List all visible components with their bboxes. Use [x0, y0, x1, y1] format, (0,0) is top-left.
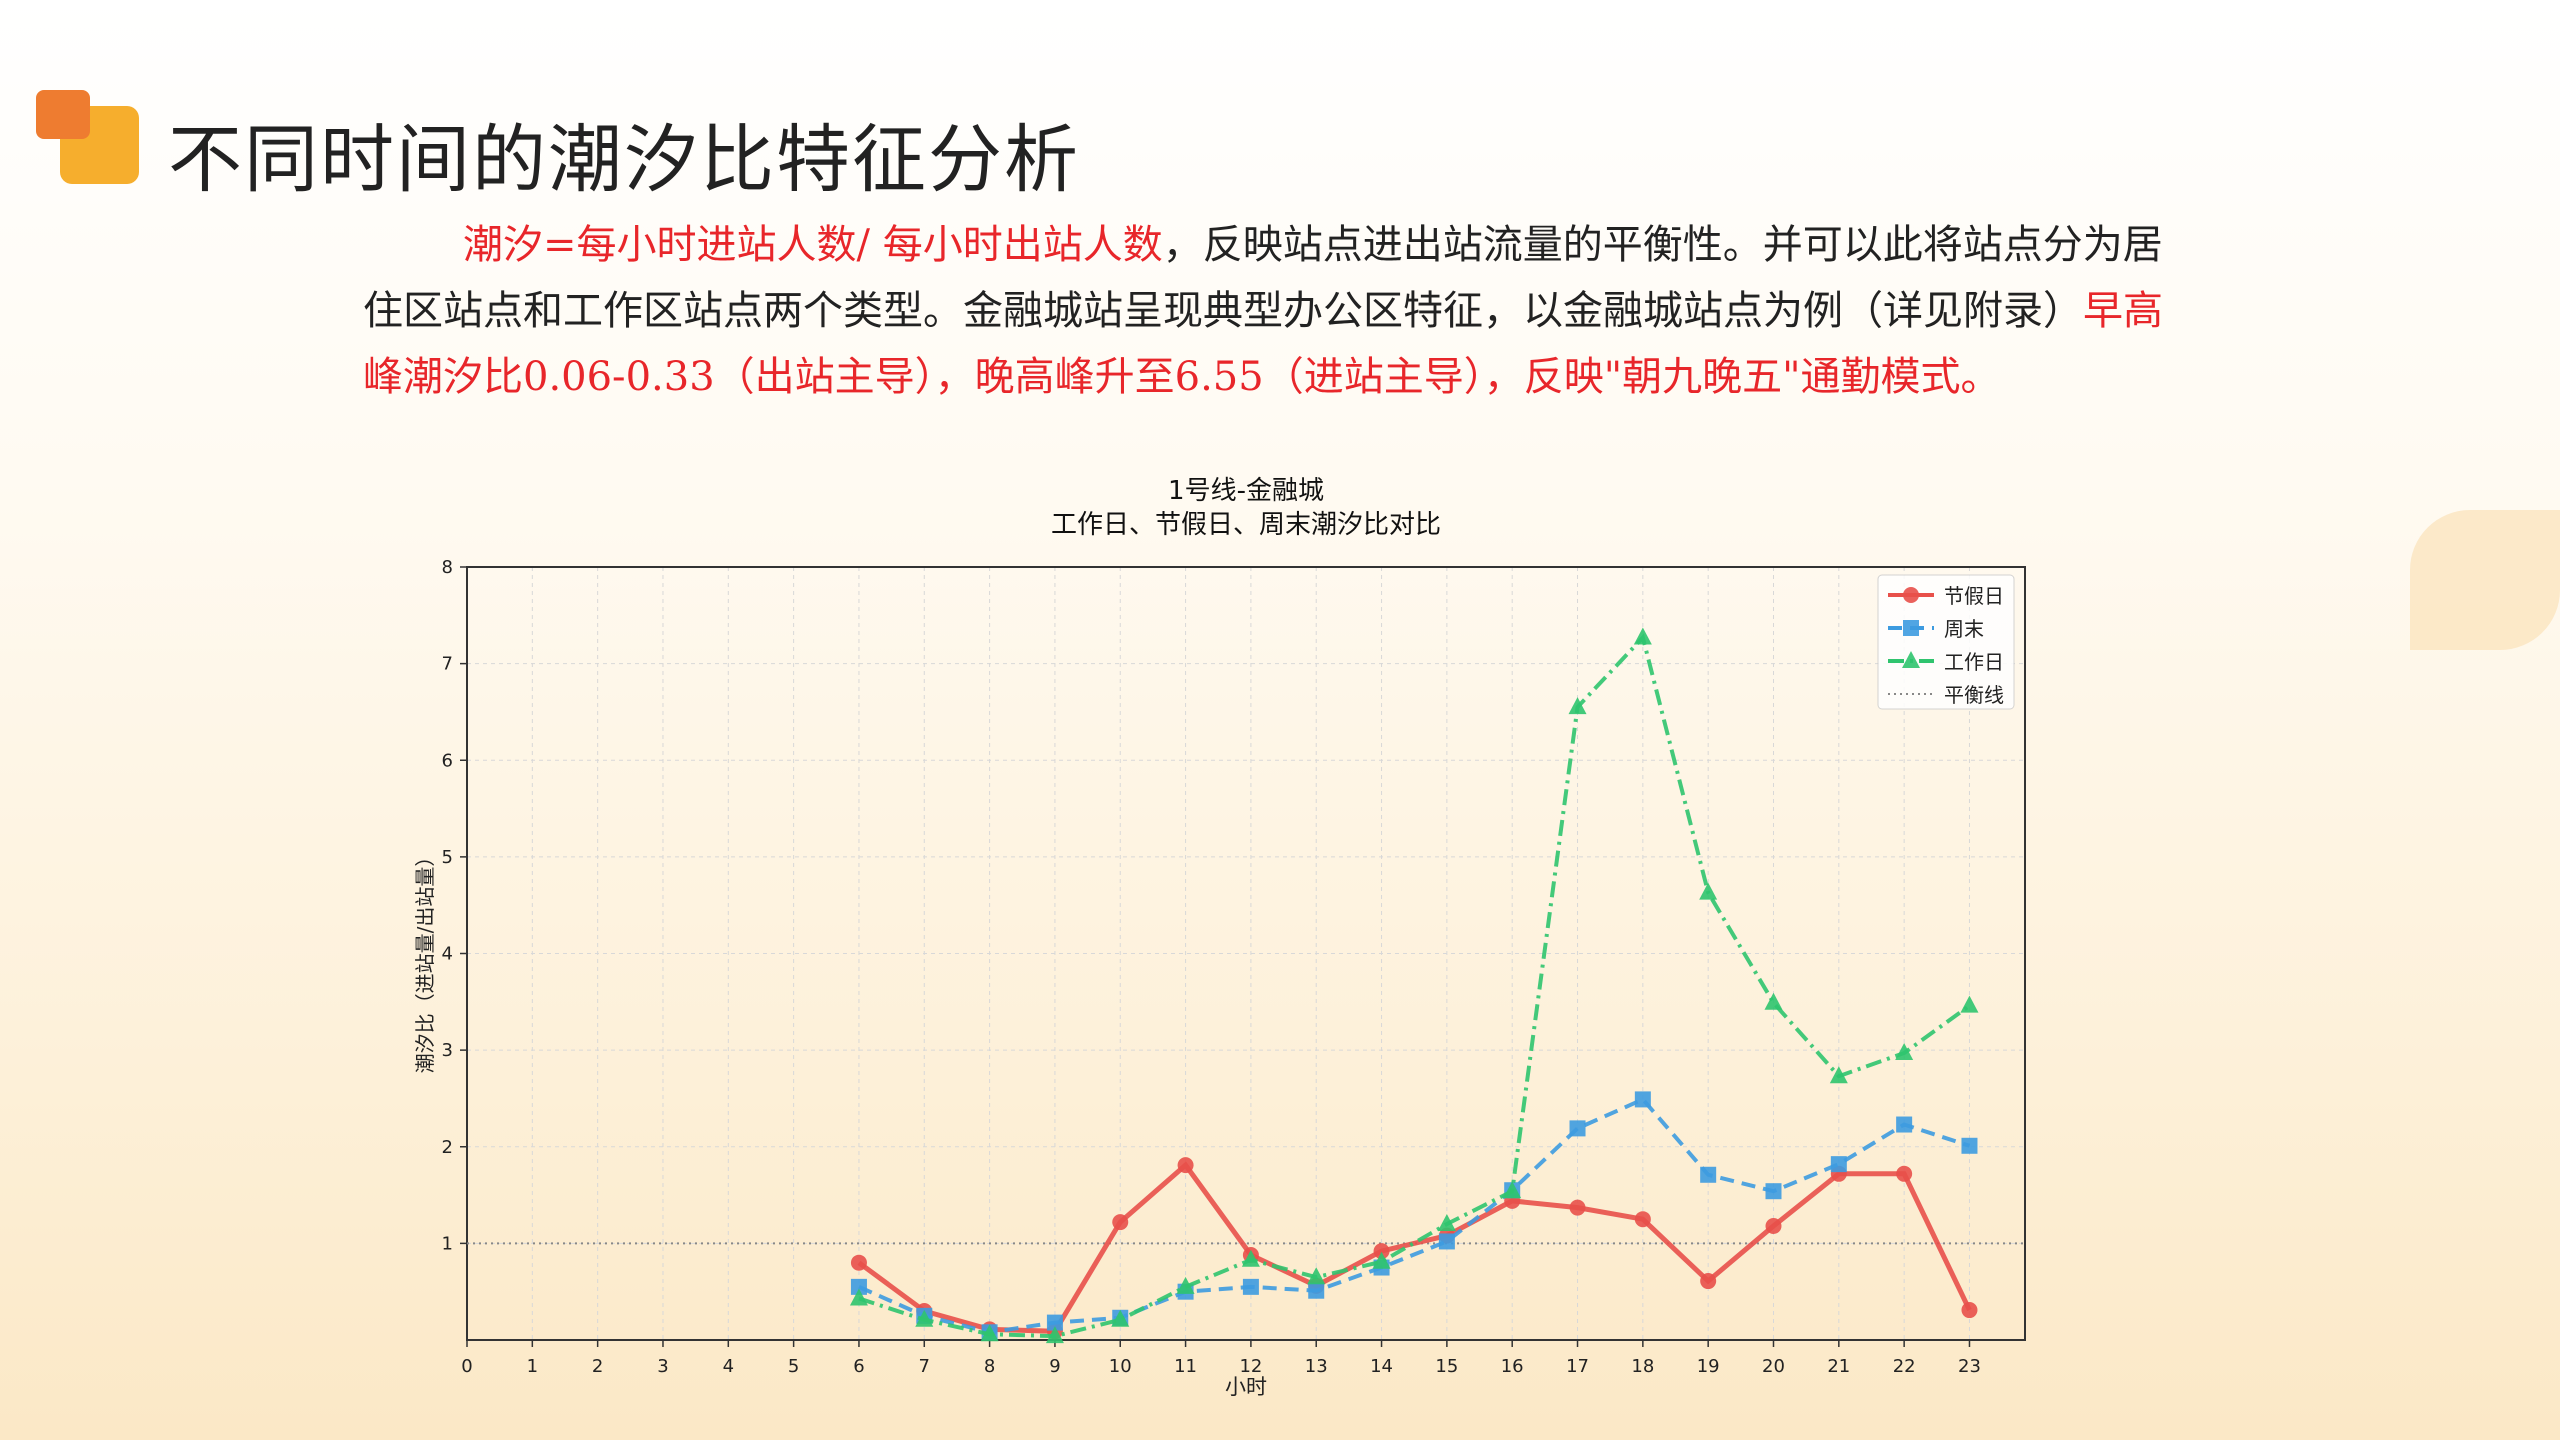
- key-finding: 早高峰潮汐比0.06-0.33（出站主导），晚高峰升至6.55（进站主导），反映…: [363, 288, 2163, 400]
- legend-label: 周末: [1944, 617, 1984, 641]
- data-point-triangle: [1307, 1267, 1326, 1285]
- data-point-circle: [1700, 1273, 1717, 1290]
- data-point-triangle: [1176, 1276, 1195, 1294]
- data-point-square: [1896, 1116, 1913, 1133]
- x-tick-label: 12: [1239, 1356, 1262, 1377]
- legend-marker-square: [1903, 620, 1919, 636]
- x-tick-label: 2: [592, 1356, 603, 1377]
- data-point-square: [1700, 1166, 1717, 1183]
- data-point-square: [1242, 1278, 1259, 1295]
- data-point-square: [850, 1278, 867, 1295]
- chart-subtitle: 工作日、节假日、周末潮汐比对比: [1050, 510, 1441, 540]
- x-tick-label: 16: [1501, 1356, 1524, 1377]
- x-tick-label: 1: [527, 1356, 538, 1377]
- description-body: ，反映站点进出站流量的平衡性。并可以此将站点分为居住区站点和工作区站点两个类型。…: [363, 222, 2163, 334]
- data-point-triangle: [980, 1324, 999, 1342]
- x-tick-label: 14: [1370, 1356, 1393, 1377]
- data-point-triangle: [915, 1309, 934, 1327]
- data-point-triangle: [1045, 1326, 1064, 1344]
- data-point-triangle: [1503, 1181, 1522, 1199]
- data-point-circle: [1373, 1243, 1390, 1260]
- data-point-triangle: [1633, 627, 1652, 645]
- data-point-square: [1046, 1314, 1063, 1331]
- y-tick-label: 2: [442, 1137, 453, 1158]
- legend-box: [1877, 574, 2015, 710]
- data-point-circle: [1896, 1165, 1913, 1182]
- data-point-square: [1308, 1282, 1325, 1299]
- legend-marker-triangle: [1902, 651, 1920, 668]
- x-tick-label: 10: [1109, 1356, 1132, 1377]
- series-line-circle: [857, 1161, 1972, 1334]
- y-tick-label: 5: [442, 847, 453, 868]
- x-tick-label: 7: [919, 1356, 930, 1377]
- data-point-triangle: [1111, 1309, 1130, 1327]
- data-point-square: [1961, 1137, 1978, 1154]
- data-point-circle: [1112, 1214, 1129, 1231]
- data-point-triangle: [1437, 1214, 1456, 1232]
- x-tick-label: 6: [853, 1356, 864, 1377]
- x-tick-label: 3: [657, 1356, 668, 1377]
- x-tick-label: 23: [1958, 1356, 1981, 1377]
- x-tick-label: 9: [1049, 1356, 1060, 1377]
- y-tick-label: 8: [442, 557, 453, 578]
- y-tick-label: 7: [442, 654, 453, 675]
- data-point-triangle: [1241, 1249, 1260, 1267]
- y-axis-label: 潮汐比（进站量/出站量）: [413, 847, 437, 1074]
- tide-definition: 潮汐=每小时进站人数/ 每小时出站人数: [463, 222, 1163, 268]
- data-point-triangle: [1960, 995, 1979, 1013]
- data-point-square: [1438, 1233, 1455, 1250]
- data-point-square: [1634, 1091, 1651, 1108]
- page-title: 不同时间的潮汐比特征分析: [168, 117, 1080, 203]
- data-point-triangle: [1829, 1066, 1848, 1084]
- y-tick-label: 1: [442, 1233, 453, 1254]
- x-tick-label: 13: [1305, 1356, 1328, 1377]
- data-point-circle: [1569, 1199, 1586, 1216]
- x-tick-label: 15: [1435, 1356, 1458, 1377]
- x-tick-label: 0: [461, 1356, 472, 1377]
- data-point-triangle: [1372, 1251, 1391, 1269]
- x-tick-label: 8: [984, 1356, 995, 1377]
- x-tick-label: 20: [1762, 1356, 1785, 1377]
- description-paragraph: 潮汐=每小时进站人数/ 每小时出站人数，反映站点进出站流量的平衡性。并可以此将站…: [363, 212, 2163, 410]
- data-point-circle: [1961, 1302, 1978, 1319]
- data-point-circle: [850, 1254, 867, 1271]
- data-point-triangle: [1895, 1043, 1914, 1061]
- y-tick-label: 3: [442, 1040, 453, 1061]
- x-tick-label: 5: [788, 1356, 799, 1377]
- data-point-circle: [1177, 1157, 1194, 1174]
- data-point-square: [1569, 1120, 1586, 1137]
- x-tick-label: 18: [1631, 1356, 1654, 1377]
- data-point-triangle: [1699, 882, 1718, 900]
- x-tick-label: 17: [1566, 1356, 1589, 1377]
- data-point-circle: [1765, 1217, 1782, 1234]
- title-badge-accent-icon: [36, 90, 90, 139]
- x-tick-label: 22: [1893, 1356, 1916, 1377]
- series-line-square: [858, 1096, 1971, 1335]
- legend-label: 节假日: [1944, 584, 2004, 608]
- data-point-triangle: [849, 1288, 868, 1306]
- x-axis-label: 小时: [1225, 1375, 1267, 1399]
- chart-title: 1号线-金融城: [1168, 476, 1324, 506]
- x-tick-label: 11: [1174, 1356, 1197, 1377]
- data-point-circle: [1634, 1211, 1651, 1228]
- legend-marker-circle: [1903, 587, 1919, 603]
- y-tick-label: 4: [442, 944, 453, 965]
- x-tick-label: 4: [723, 1356, 734, 1377]
- y-tick-label: 6: [442, 750, 453, 771]
- x-tick-label: 21: [1827, 1356, 1850, 1377]
- data-point-square: [1830, 1156, 1847, 1173]
- x-tick-label: 19: [1697, 1356, 1720, 1377]
- data-point-triangle: [1764, 992, 1783, 1010]
- series-line-triangle: [858, 633, 1971, 1339]
- legend-label: 平衡线: [1944, 683, 2004, 707]
- legend-label: 工作日: [1944, 650, 2004, 674]
- decorative-leaf-shape: [2410, 510, 2560, 650]
- data-point-square: [1765, 1183, 1782, 1200]
- data-point-triangle: [1568, 697, 1587, 715]
